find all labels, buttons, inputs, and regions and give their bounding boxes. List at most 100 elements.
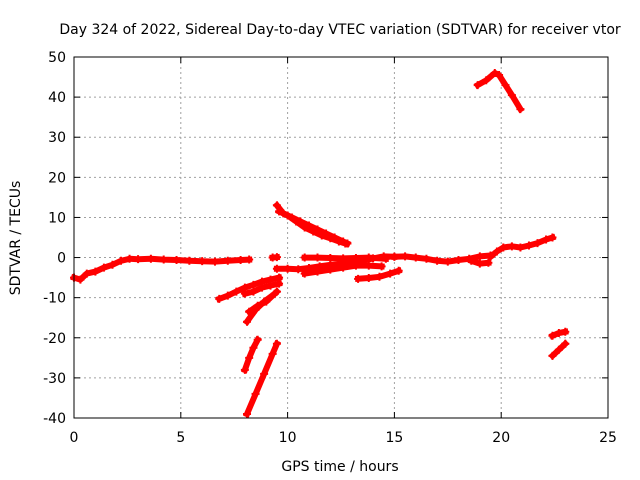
data-point (381, 254, 390, 263)
data-point (215, 294, 224, 303)
data-point (82, 269, 91, 278)
data-point (268, 349, 277, 358)
data-point (260, 369, 269, 378)
data-point (326, 234, 335, 243)
data-point (422, 254, 431, 263)
data-point (390, 252, 399, 261)
data-point (377, 262, 386, 271)
data-point (561, 339, 570, 348)
data-point (251, 305, 260, 314)
data-point (533, 239, 542, 248)
data-point (341, 239, 350, 248)
data-point (486, 252, 495, 261)
data-point (223, 291, 232, 300)
y-tick-label: -10 (43, 291, 66, 307)
data-point (260, 297, 269, 306)
data-point (401, 252, 410, 261)
data-point (542, 235, 551, 244)
data-point (243, 409, 252, 418)
data-point (125, 254, 134, 263)
data-point (251, 389, 260, 398)
data-point (492, 247, 501, 256)
data-point (394, 266, 403, 275)
y-tick-label: 40 (48, 90, 66, 106)
data-point (240, 289, 249, 298)
data-point (257, 283, 266, 292)
data-point (272, 201, 281, 210)
data-point (495, 71, 504, 80)
data-point (507, 242, 516, 251)
data-track (391, 252, 494, 265)
data-point (210, 257, 219, 266)
data-point (501, 81, 510, 90)
x-axis-label: GPS time / hours (281, 459, 398, 475)
data-point (467, 256, 476, 265)
data-point (475, 259, 484, 268)
data-track (241, 335, 262, 374)
data-point (249, 280, 258, 289)
axis-ticks: 0 5 10 15 20 25 -40 -30 -20 -10 0 10 20 30 40 50 (43, 50, 617, 446)
data-point (146, 254, 155, 263)
data-point (223, 256, 232, 265)
x-tick-label: 5 (176, 430, 185, 446)
data-point (249, 343, 258, 352)
data-point (283, 211, 292, 220)
data-point (354, 274, 363, 283)
data-point (351, 261, 360, 270)
y-tick-label: 0 (57, 251, 66, 267)
data-point (275, 279, 284, 288)
data-point (364, 261, 373, 270)
data-point (490, 69, 499, 78)
data-point (548, 233, 557, 242)
data-point (507, 91, 516, 100)
data-point (272, 253, 281, 262)
data-point (364, 274, 373, 283)
y-tick-label: -40 (43, 411, 66, 427)
data-point (475, 252, 484, 261)
data-point (272, 339, 281, 348)
data-point (454, 255, 463, 264)
chart-title: Day 324 of 2022, Sidereal Day-to-day VTE… (59, 22, 621, 38)
data-point (524, 241, 533, 250)
data-series (70, 69, 570, 418)
data-point (159, 255, 168, 264)
data-point (172, 255, 181, 264)
data-point (243, 317, 252, 326)
y-tick-label: 30 (48, 130, 66, 146)
data-point (270, 289, 279, 298)
data-point (185, 256, 194, 265)
data-point (292, 217, 301, 226)
data-point (198, 257, 207, 266)
data-point (275, 207, 284, 216)
data-point (433, 256, 442, 265)
data-point (516, 105, 525, 114)
data-point (253, 335, 262, 344)
data-point (272, 264, 281, 273)
data-point (548, 351, 557, 360)
data-point (484, 258, 493, 267)
data-point (339, 254, 348, 263)
y-tick-label: 50 (48, 50, 66, 66)
data-track (70, 255, 253, 283)
y-tick-label: -20 (43, 331, 66, 347)
data-point (300, 269, 309, 278)
y-axis-label: SDTVAR / TECUs (8, 181, 24, 296)
data-point (554, 328, 563, 337)
y-tick-label: -30 (43, 371, 66, 387)
data-point (411, 253, 420, 262)
data-point (326, 265, 335, 274)
data-point (364, 253, 373, 262)
data-point (313, 253, 322, 262)
data-point (76, 275, 85, 284)
y-tick-label: 10 (48, 210, 66, 226)
data-point (236, 255, 245, 264)
data-point (99, 263, 108, 272)
data-point (245, 255, 254, 264)
data-point (443, 257, 452, 266)
data-point (240, 365, 249, 374)
data-point (294, 265, 303, 274)
data-point (554, 345, 563, 354)
data-point (375, 272, 384, 281)
data-track (242, 289, 279, 326)
